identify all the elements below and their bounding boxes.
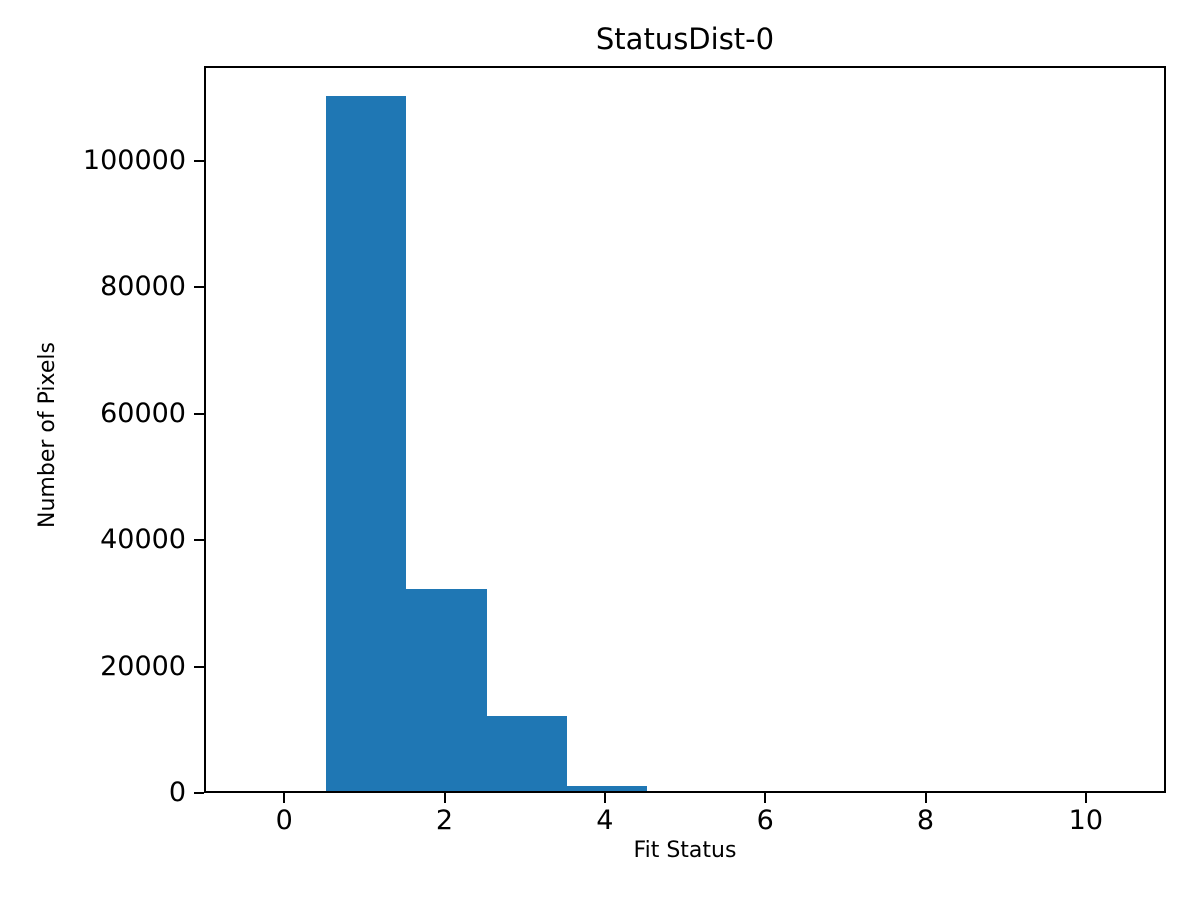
x-tick-label: 4 — [596, 805, 614, 836]
x-tick-label: 8 — [916, 805, 935, 836]
y-tick-mark — [194, 665, 204, 668]
y-tick-label: 20000 — [100, 650, 186, 682]
y-tick-mark — [194, 539, 204, 542]
histogram-bar — [566, 785, 647, 791]
x-tick-mark — [283, 793, 286, 803]
x-tick-mark — [764, 793, 767, 803]
x-tick-mark — [1084, 793, 1087, 803]
x-tick-label: 10 — [1068, 805, 1103, 836]
y-tick-mark — [194, 792, 204, 794]
x-tick-label: 6 — [756, 805, 774, 836]
x-axis-label: Fit Status — [633, 838, 737, 863]
x-tick-label: 0 — [275, 805, 293, 836]
y-tick-label: 80000 — [100, 271, 186, 303]
y-tick-label: 100000 — [82, 144, 186, 176]
y-tick-mark — [194, 159, 204, 162]
histogram-bar — [406, 588, 487, 791]
x-tick-mark — [443, 793, 446, 803]
plot-area — [204, 66, 1166, 793]
y-tick-label: 0 — [168, 777, 186, 808]
y-tick-label: 40000 — [100, 524, 186, 556]
y-tick-mark — [194, 412, 204, 415]
histogram-bar — [486, 715, 567, 791]
y-tick-mark — [194, 286, 204, 289]
x-tick-mark — [603, 793, 606, 803]
x-tick-label: 2 — [435, 805, 454, 836]
y-axis-label: Number of Pixels — [35, 342, 60, 528]
x-tick-mark — [924, 793, 927, 803]
bars-layer — [206, 68, 1164, 791]
y-tick-label: 60000 — [100, 397, 186, 429]
chart-title: StatusDist-0 — [595, 22, 775, 56]
histogram-bar — [326, 95, 407, 791]
